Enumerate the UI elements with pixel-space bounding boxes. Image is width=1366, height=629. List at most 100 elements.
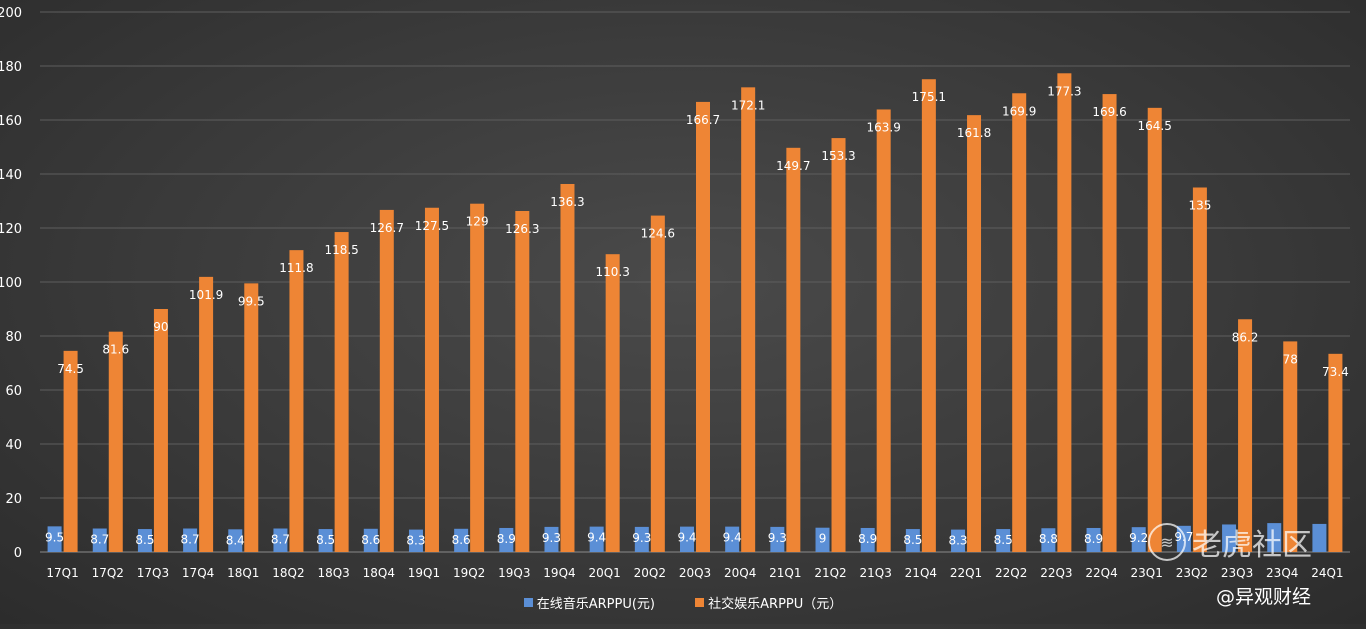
bar-music bbox=[996, 529, 1011, 552]
legend-swatch-social bbox=[695, 598, 705, 607]
data-label-music: 9 bbox=[819, 532, 827, 546]
legend-label-music: 在线音乐ARPPU(元) bbox=[536, 597, 655, 612]
data-label-social: 161.8 bbox=[957, 126, 991, 140]
data-label-social: 111.8 bbox=[279, 261, 313, 275]
x-tick-label: 22Q4 bbox=[1085, 566, 1117, 580]
data-label-social: 177.3 bbox=[1047, 84, 1081, 98]
data-label-music: 8.7 bbox=[90, 533, 109, 547]
x-tick-label: 22Q3 bbox=[1040, 566, 1072, 580]
bar-social bbox=[1102, 94, 1117, 552]
bar-music bbox=[454, 528, 469, 552]
bar-social bbox=[1147, 107, 1162, 552]
data-label-music: 9.3 bbox=[632, 531, 651, 545]
bar-music bbox=[1131, 527, 1146, 552]
bar-social bbox=[1012, 93, 1027, 553]
bar-social bbox=[515, 210, 530, 553]
bar-social bbox=[560, 183, 575, 553]
x-axis-ticks: 17Q1 17Q2 17Q3 17Q4 18Q1 18Q2 18Q3 18Q4 19Q1 19Q2… bbox=[46, 566, 1343, 580]
data-label-social: 74.5 bbox=[57, 362, 84, 376]
x-tick-label: 19Q4 bbox=[543, 566, 575, 580]
bar-music bbox=[725, 526, 740, 552]
bar-music bbox=[363, 528, 378, 552]
data-label-social: 118.5 bbox=[324, 243, 358, 257]
bar-social bbox=[1192, 187, 1207, 552]
data-label-social: 78 bbox=[1283, 352, 1298, 366]
data-label-social: 166.7 bbox=[686, 113, 720, 127]
data-label-social: 81.6 bbox=[102, 343, 129, 357]
tiger-logo-icon: ≋ bbox=[1148, 523, 1186, 561]
x-tick-label: 20Q3 bbox=[679, 566, 711, 580]
x-tick-label: 20Q2 bbox=[634, 566, 666, 580]
data-label-social: 129 bbox=[466, 215, 489, 229]
data-labels: 9.5 74.5 8.7 81.6 8.5 90 8.7 101.9 8.4 99.5 8.7 111… bbox=[45, 84, 1349, 547]
data-label-music: 8.9 bbox=[858, 532, 877, 546]
bar-social bbox=[470, 203, 485, 552]
bar-social bbox=[289, 250, 304, 552]
y-tick-label: 140 bbox=[0, 168, 22, 183]
data-label-music: 9.2 bbox=[1129, 531, 1148, 545]
bar-social bbox=[696, 101, 710, 552]
data-label-music: 9.3 bbox=[542, 531, 561, 545]
x-tick-label: 23Q4 bbox=[1266, 566, 1298, 580]
bar-social bbox=[741, 87, 756, 552]
bar-social bbox=[379, 209, 394, 552]
data-label-social: 153.3 bbox=[821, 149, 855, 163]
data-label-music: 8.3 bbox=[406, 534, 425, 548]
bar-music bbox=[273, 528, 288, 552]
x-tick-label: 17Q3 bbox=[137, 566, 169, 580]
bar-music bbox=[905, 529, 920, 552]
watermark-tiger-community: ≋ 老虎社区 bbox=[1148, 520, 1312, 564]
x-tick-label: 19Q3 bbox=[498, 566, 530, 580]
bar-music bbox=[408, 529, 423, 552]
bar-music bbox=[499, 527, 514, 552]
data-label-music: 8.3 bbox=[948, 534, 967, 548]
data-label-music: 8.6 bbox=[452, 533, 471, 547]
data-label-social: 164.5 bbox=[1138, 119, 1172, 133]
legend-item-music[interactable]: 在线音乐ARPPU(元) bbox=[523, 593, 655, 612]
bar-social bbox=[63, 350, 78, 552]
y-tick-label: 160 bbox=[0, 114, 22, 129]
data-label-social: 126.7 bbox=[370, 221, 404, 235]
data-label-music: 9.4 bbox=[677, 531, 696, 545]
data-label-social: 124.6 bbox=[641, 227, 675, 241]
data-label-social: 73.4 bbox=[1322, 365, 1349, 379]
y-tick-label: 20 bbox=[5, 492, 22, 507]
data-label-music: 8.5 bbox=[316, 533, 335, 547]
x-tick-label: 21Q1 bbox=[769, 566, 801, 580]
bar-social bbox=[424, 207, 439, 552]
data-label-music: 9.4 bbox=[723, 531, 742, 545]
data-label-social: 169.6 bbox=[1092, 105, 1126, 119]
legend-item-social[interactable]: 社交娱乐ARPPU（元） bbox=[695, 593, 842, 612]
y-tick-label: 120 bbox=[0, 222, 22, 237]
data-label-music: 8.8 bbox=[1039, 532, 1058, 546]
bar-music bbox=[183, 528, 198, 552]
bar-music bbox=[47, 526, 62, 552]
bar-social bbox=[199, 276, 214, 552]
bar-social bbox=[650, 215, 665, 552]
x-tick-label: 17Q2 bbox=[92, 566, 124, 580]
data-label-social: 90 bbox=[153, 320, 168, 334]
bar-music bbox=[860, 527, 875, 552]
legend-swatch-music bbox=[523, 598, 533, 607]
data-label-music: 8.9 bbox=[1084, 532, 1103, 546]
data-label-music: 8.7 bbox=[271, 533, 290, 547]
bar-music bbox=[815, 527, 830, 552]
bar-social bbox=[244, 283, 259, 552]
x-tick-label: 18Q1 bbox=[227, 566, 259, 580]
gridlines bbox=[40, 11, 1350, 553]
data-label-social: 101.9 bbox=[189, 288, 223, 302]
data-label-music: 8.5 bbox=[903, 533, 922, 547]
x-tick-label: 19Q1 bbox=[408, 566, 440, 580]
bar-social bbox=[1238, 319, 1253, 552]
data-label-social: 127.5 bbox=[415, 219, 449, 233]
y-axis-ticks: 0 20 40 60 80 100 120 140 160 180 200 bbox=[0, 6, 22, 561]
data-label-social: 126.3 bbox=[505, 222, 539, 236]
data-label-music: 8.7 bbox=[181, 533, 200, 547]
bar-music bbox=[228, 529, 243, 552]
bar-social bbox=[153, 309, 168, 552]
bar-social bbox=[876, 109, 891, 552]
y-tick-label: 0 bbox=[14, 546, 22, 561]
x-tick-label: 21Q4 bbox=[905, 566, 937, 580]
data-label-social: 110.3 bbox=[595, 265, 629, 279]
bar-social bbox=[786, 147, 801, 552]
